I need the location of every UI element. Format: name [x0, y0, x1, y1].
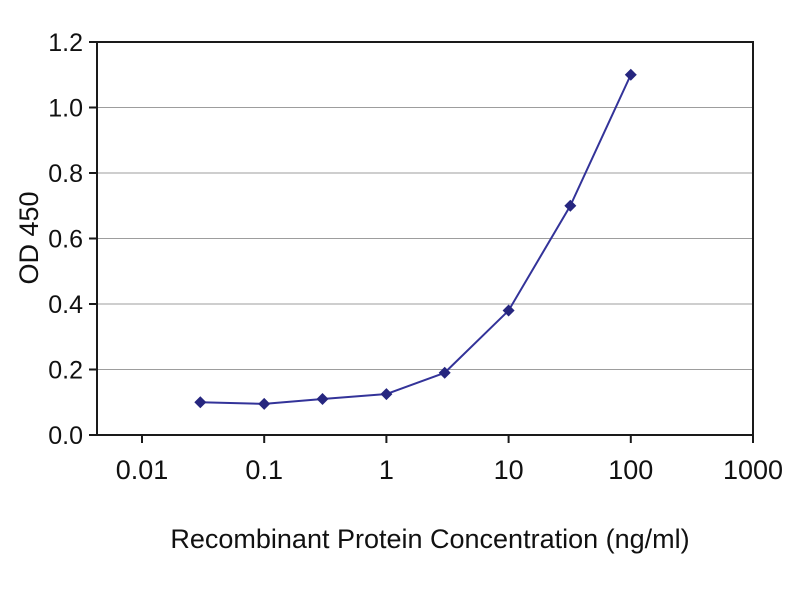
svg-text:0.0: 0.0	[48, 422, 83, 450]
svg-text:1000: 1000	[723, 455, 783, 485]
svg-text:0.6: 0.6	[48, 226, 83, 254]
y-axis-title: OD 450	[14, 191, 44, 285]
svg-text:0.01: 0.01	[116, 455, 169, 485]
svg-text:1: 1	[379, 455, 394, 485]
x-axis-title: Recombinant Protein Concentration (ng/ml…	[170, 524, 690, 554]
svg-text:10: 10	[494, 455, 524, 485]
svg-text:0.8: 0.8	[48, 160, 83, 188]
svg-text:1.2: 1.2	[48, 29, 83, 57]
svg-text:0.4: 0.4	[48, 291, 83, 319]
svg-text:1.0: 1.0	[48, 95, 83, 123]
svg-text:100: 100	[608, 455, 653, 485]
svg-text:0.1: 0.1	[245, 455, 283, 485]
svg-text:0.2: 0.2	[48, 357, 83, 385]
